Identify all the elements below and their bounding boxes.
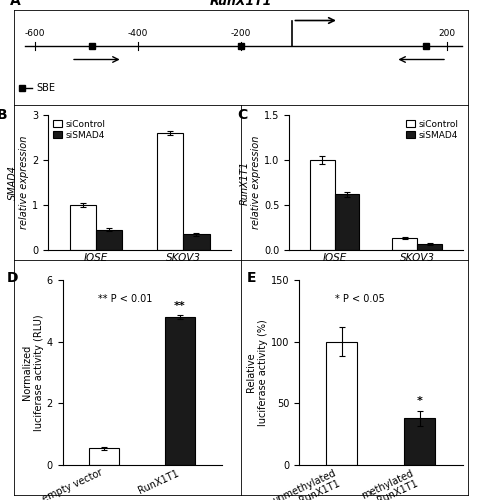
Text: B: B bbox=[0, 108, 8, 122]
Bar bbox=[70, 205, 96, 250]
Text: SBE: SBE bbox=[36, 83, 55, 93]
Legend: siControl, siSMAD4: siControl, siSMAD4 bbox=[53, 120, 106, 140]
Bar bbox=[404, 418, 435, 465]
Text: * P < 0.05: * P < 0.05 bbox=[335, 294, 385, 304]
Text: 200: 200 bbox=[439, 30, 455, 38]
Bar bbox=[335, 194, 360, 250]
Y-axis label: RunX1T1
relative expression: RunX1T1 relative expression bbox=[240, 136, 261, 229]
Y-axis label: Normalized
luciferase activity (RLU): Normalized luciferase activity (RLU) bbox=[22, 314, 44, 431]
Bar bbox=[96, 230, 122, 250]
Text: RunX1T1: RunX1T1 bbox=[210, 0, 272, 8]
Y-axis label: Relative
luciferase activity (%): Relative luciferase activity (%) bbox=[246, 319, 268, 426]
Y-axis label: SMAD4
relative expression: SMAD4 relative expression bbox=[8, 136, 29, 229]
Text: D: D bbox=[7, 271, 18, 285]
Legend: siControl, siSMAD4: siControl, siSMAD4 bbox=[405, 120, 458, 140]
Bar bbox=[183, 234, 210, 250]
Bar bbox=[392, 238, 417, 250]
Text: ** P < 0.01: ** P < 0.01 bbox=[98, 294, 152, 304]
Text: -400: -400 bbox=[128, 30, 148, 38]
Text: E: E bbox=[246, 271, 256, 285]
Bar bbox=[310, 160, 335, 250]
Text: *: * bbox=[417, 396, 423, 406]
Text: C: C bbox=[237, 108, 247, 122]
Bar bbox=[417, 244, 442, 250]
Text: **: ** bbox=[174, 301, 186, 311]
Bar bbox=[89, 448, 120, 465]
Text: -200: -200 bbox=[231, 30, 251, 38]
Text: A: A bbox=[10, 0, 21, 8]
Bar bbox=[157, 133, 183, 250]
Bar bbox=[326, 342, 357, 465]
Text: -600: -600 bbox=[25, 30, 45, 38]
Bar bbox=[165, 317, 195, 465]
